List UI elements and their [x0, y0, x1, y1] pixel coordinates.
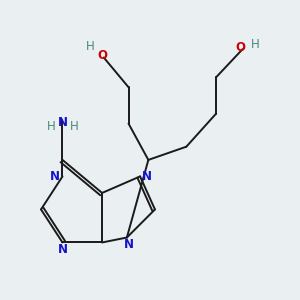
Text: H: H: [46, 120, 55, 133]
Text: N: N: [58, 116, 68, 129]
Text: H: H: [86, 40, 95, 53]
Text: H: H: [250, 38, 260, 51]
Text: N: N: [124, 238, 134, 251]
Text: N: N: [142, 170, 152, 183]
Text: O: O: [236, 41, 246, 54]
Text: N: N: [58, 243, 68, 256]
Text: N: N: [50, 170, 60, 183]
Text: H: H: [70, 120, 78, 133]
Text: O: O: [97, 50, 107, 62]
